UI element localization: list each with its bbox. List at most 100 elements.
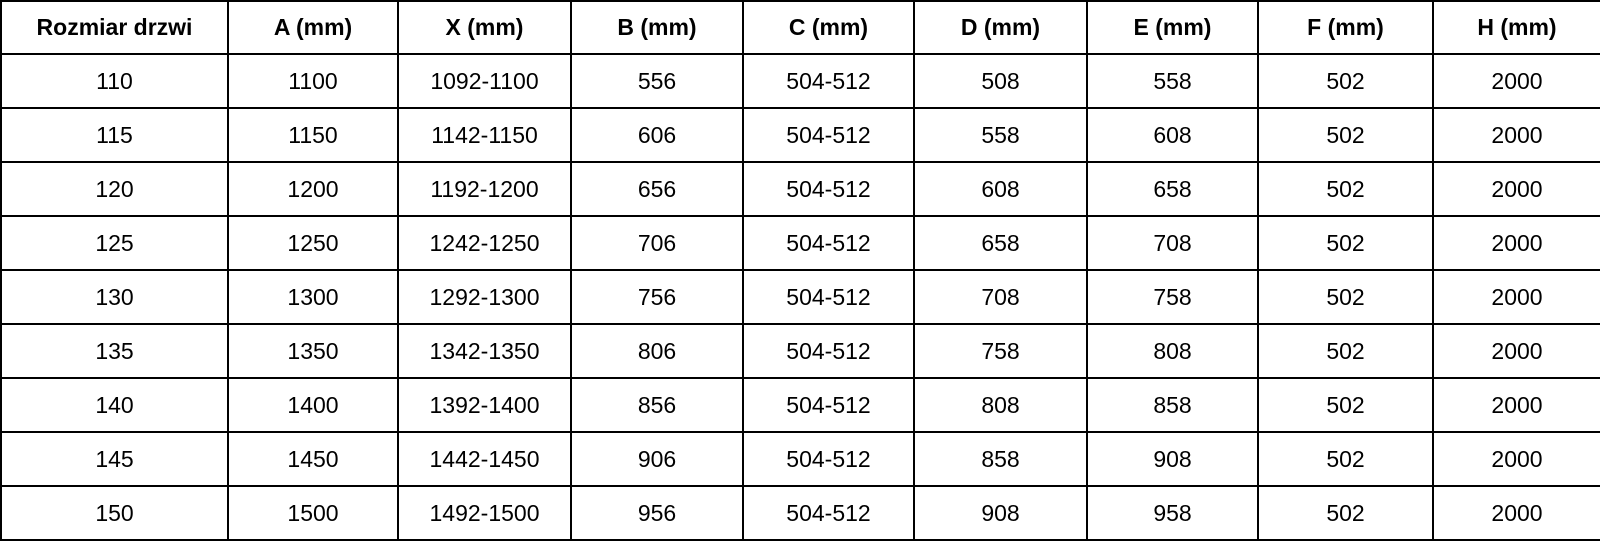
table-cell: 806 [570,323,744,379]
table-cell: 606 [570,107,744,163]
table-cell: 508 [913,53,1088,109]
table-cell: 2000 [1432,485,1600,541]
table-cell: 110 [0,53,229,109]
header-e-mm: E (mm) [1086,0,1259,55]
table-cell: 908 [1086,431,1259,487]
table-cell: 1292-1300 [397,269,572,325]
table-cell: 1450 [227,431,399,487]
table-body: 110 1100 1092-1100 556 504-512 508 558 502 2000 1… [0,53,1600,541]
table-row: 130 1300 1292-1300 756 504-512 708 758 502 2000 [0,269,1600,325]
table-cell: 502 [1257,53,1434,109]
table-cell: 1342-1350 [397,323,572,379]
table-cell: 1350 [227,323,399,379]
table-cell: 1150 [227,107,399,163]
header-f-mm: F (mm) [1257,0,1434,55]
table-cell: 2000 [1432,377,1600,433]
table-cell: 502 [1257,377,1434,433]
table-cell: 504-512 [742,107,915,163]
table-cell: 556 [570,53,744,109]
table-row: 120 1200 1192-1200 656 504-512 608 658 502 2000 [0,161,1600,217]
header-c-mm: C (mm) [742,0,915,55]
table-cell: 758 [1086,269,1259,325]
table-cell: 908 [913,485,1088,541]
table-cell: 2000 [1432,161,1600,217]
header-a-mm: A (mm) [227,0,399,55]
table-cell: 125 [0,215,229,271]
table-cell: 608 [913,161,1088,217]
table-cell: 906 [570,431,744,487]
table-cell: 1400 [227,377,399,433]
table-cell: 656 [570,161,744,217]
table-cell: 1492-1500 [397,485,572,541]
table-cell: 2000 [1432,269,1600,325]
table-cell: 658 [1086,161,1259,217]
table-cell: 858 [1086,377,1259,433]
table-row: 115 1150 1142-1150 606 504-512 558 608 502 2000 [0,107,1600,163]
table-cell: 856 [570,377,744,433]
table-row: 145 1450 1442-1450 906 504-512 858 908 502 2000 [0,431,1600,487]
table-cell: 504-512 [742,377,915,433]
table-cell: 2000 [1432,53,1600,109]
table-cell: 1250 [227,215,399,271]
table-cell: 1192-1200 [397,161,572,217]
table-cell: 708 [1086,215,1259,271]
table-cell: 502 [1257,107,1434,163]
table-cell: 1092-1100 [397,53,572,109]
table-cell: 140 [0,377,229,433]
table-cell: 1392-1400 [397,377,572,433]
table-row: 110 1100 1092-1100 556 504-512 508 558 502 2000 [0,53,1600,109]
table-cell: 502 [1257,323,1434,379]
table-cell: 145 [0,431,229,487]
table-cell: 1300 [227,269,399,325]
header-h-mm: H (mm) [1432,0,1600,55]
table-cell: 504-512 [742,323,915,379]
table-cell: 956 [570,485,744,541]
table-cell: 130 [0,269,229,325]
table-cell: 502 [1257,215,1434,271]
table-cell: 658 [913,215,1088,271]
table-row: 135 1350 1342-1350 806 504-512 758 808 502 2000 [0,323,1600,379]
table-header: Rozmiar drzwi A (mm) X (mm) B (mm) C (mm… [0,0,1600,55]
table-cell: 708 [913,269,1088,325]
table-cell: 756 [570,269,744,325]
table-cell: 504-512 [742,161,915,217]
table-cell: 758 [913,323,1088,379]
table-cell: 502 [1257,161,1434,217]
table-cell: 1142-1150 [397,107,572,163]
table-cell: 808 [913,377,1088,433]
table-cell: 502 [1257,431,1434,487]
table-cell: 1242-1250 [397,215,572,271]
header-d-mm: D (mm) [913,0,1088,55]
table-cell: 504-512 [742,269,915,325]
table-cell: 120 [0,161,229,217]
table-cell: 504-512 [742,53,915,109]
table-cell: 608 [1086,107,1259,163]
table-cell: 2000 [1432,107,1600,163]
table-cell: 504-512 [742,215,915,271]
table-cell: 2000 [1432,431,1600,487]
header-rozmiar-drzwi: Rozmiar drzwi [0,0,229,55]
header-x-mm: X (mm) [397,0,572,55]
table-row: 140 1400 1392-1400 856 504-512 808 858 502 2000 [0,377,1600,433]
table-cell: 558 [913,107,1088,163]
table-cell: 1200 [227,161,399,217]
header-row: Rozmiar drzwi A (mm) X (mm) B (mm) C (mm… [0,0,1600,55]
table-cell: 858 [913,431,1088,487]
table-cell: 558 [1086,53,1259,109]
table-cell: 150 [0,485,229,541]
table-cell: 1500 [227,485,399,541]
table-row: 150 1500 1492-1500 956 504-512 908 958 502 2000 [0,485,1600,541]
table-cell: 504-512 [742,485,915,541]
table-cell: 502 [1257,269,1434,325]
table-cell: 504-512 [742,431,915,487]
table-cell: 2000 [1432,323,1600,379]
table-cell: 958 [1086,485,1259,541]
table-cell: 706 [570,215,744,271]
table-cell: 115 [0,107,229,163]
table-cell: 1442-1450 [397,431,572,487]
table-cell: 135 [0,323,229,379]
table-row: 125 1250 1242-1250 706 504-512 658 708 502 2000 [0,215,1600,271]
table-cell: 1100 [227,53,399,109]
header-b-mm: B (mm) [570,0,744,55]
